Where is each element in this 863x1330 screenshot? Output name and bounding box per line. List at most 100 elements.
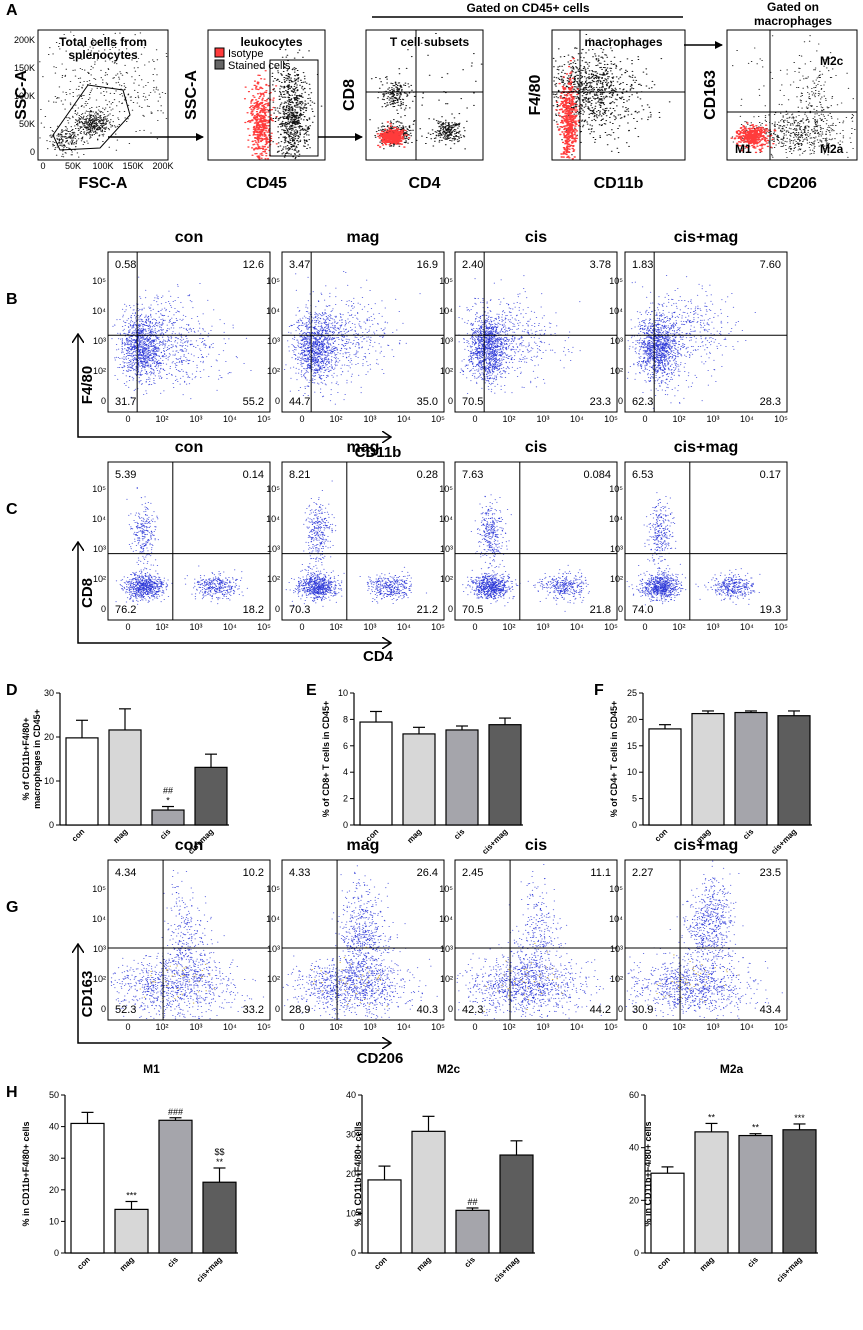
legend-isotype-swatch — [214, 47, 225, 58]
c-plot-mag: mag 8.21 0.28 70.3 21.2 0 0 10² 10² 10³ 10³ 10⁴ 10⁴ 1… — [266, 439, 445, 632]
bar-cis+mag — [777, 715, 811, 826]
scatter-events — [626, 492, 761, 606]
plot-frame — [624, 251, 788, 413]
legend-isotype-label: Isotype — [228, 48, 263, 60]
x-tick-label: mag — [118, 1255, 136, 1273]
x-tick-label: con — [70, 827, 87, 844]
x-tick-label: 10³ — [189, 414, 202, 424]
y-tick-label: 10³ — [610, 944, 623, 954]
chart-h-m1: H M1 0 10 20 30 40 50 con mag *** cis ### cis+mag $$**… — [6, 1062, 238, 1284]
quadrant-lower-left: 74.0 — [632, 604, 653, 616]
scatter-events — [458, 275, 581, 394]
y-axis-label: F4/80 — [79, 366, 96, 404]
x-tick-label: 0 — [299, 414, 304, 424]
x-tick-label: 10⁵ — [257, 622, 271, 632]
y-tick-label: 0 — [49, 820, 54, 830]
scatter-events — [110, 870, 265, 1020]
g-plot-cis+mag: cis+mag 2.27 23.5 30.9 43.4 0 0 10² 10² 10³ 10³ 10⁴… — [609, 837, 788, 1032]
x-tick-label: 10³ — [706, 622, 719, 632]
quadrant-lower-left: 70.5 — [462, 604, 483, 616]
significance-mark: ## — [163, 786, 173, 796]
scatter-events — [462, 494, 591, 612]
plot-frame — [207, 29, 326, 161]
quadrant-lower-left: 76.2 — [115, 604, 136, 616]
x-tick-label: cis — [746, 1255, 761, 1270]
quadrant-lower-left: 28.9 — [289, 1004, 310, 1016]
x-tick-label: 10⁵ — [604, 414, 618, 424]
x-tick-label: 10⁴ — [570, 414, 584, 424]
x-tick-label: 10⁵ — [431, 414, 445, 424]
bar-cis+mag — [202, 1181, 237, 1254]
bar-mag — [402, 733, 436, 826]
bar-mag — [694, 1131, 729, 1254]
chart-title: M2a — [720, 1062, 744, 1076]
legend-stained-label: Stained cells — [228, 60, 291, 72]
gate-rect — [269, 59, 319, 157]
y-tick-label: 10 — [49, 1216, 59, 1226]
y-tick-label: 0 — [54, 1248, 59, 1258]
x-tick-label: 100K — [92, 161, 113, 171]
x-tick-label: 10³ — [189, 622, 202, 632]
legend-stained-swatch — [214, 59, 225, 70]
y-tick-label: 40 — [49, 1122, 59, 1132]
y-tick-label: 10⁵ — [609, 484, 623, 494]
chart-h-m2c: M2c 0 10 20 30 40 con mag cis ## cis+mag % in CD11b… — [346, 1062, 535, 1284]
y-axis-label: SSC-A — [13, 70, 30, 120]
isotype-events — [376, 121, 411, 148]
y-tick-label: 0 — [448, 1004, 453, 1014]
y-tick-label: 10² — [440, 574, 453, 584]
quadrant-upper-left: 4.34 — [115, 867, 136, 879]
plot-title: macrophages — [584, 35, 662, 49]
x-tick-label: 0 — [642, 622, 647, 632]
x-tick-label: 10⁵ — [431, 1022, 445, 1032]
x-tick-label: 150K — [122, 161, 143, 171]
y-tick-label: 10⁵ — [439, 276, 453, 286]
bar-con — [648, 728, 682, 826]
y-tick-label: 10³ — [93, 944, 106, 954]
x-tick-label: 10³ — [536, 414, 549, 424]
plot-frame — [726, 29, 858, 161]
plot-frame — [281, 859, 445, 1021]
highlight-events — [311, 946, 388, 1007]
axis-arrows — [77, 335, 390, 438]
quadrant-lower-right: 35.0 — [417, 396, 438, 408]
x-axis-label: CD206 — [357, 1050, 404, 1067]
x-tick-label: 10³ — [363, 1022, 376, 1032]
y-tick-label: 10³ — [93, 544, 106, 554]
chart-h-m2a: M2a 0 20 40 60 con mag ** cis ** cis+mag *** % in CD… — [629, 1062, 818, 1284]
y-tick-label: 10² — [267, 366, 280, 376]
y-tick-label: 10⁴ — [92, 914, 106, 924]
y-tick-label: 10² — [440, 974, 453, 984]
y-tick-label: 10² — [93, 974, 106, 984]
y-tick-label: 10³ — [267, 944, 280, 954]
y-tick-label: 10³ — [267, 336, 280, 346]
bar-cis — [151, 809, 185, 826]
bar-cis+mag — [488, 724, 522, 826]
bar-cis — [738, 1134, 773, 1254]
y-tick-label: 10³ — [610, 336, 623, 346]
x-tick-label: 10² — [672, 414, 685, 424]
quadrant-upper-left: 5.39 — [115, 469, 136, 481]
y-axis-label: % in CD11b+F4/80+ cells — [643, 1121, 653, 1226]
quadrant-lower-left: 30.9 — [632, 1004, 653, 1016]
x-tick-label: 10⁴ — [740, 622, 754, 632]
y-tick-label: 0 — [618, 396, 623, 406]
plot-frame — [107, 251, 271, 413]
gated-macro-header-1: Gated on — [767, 0, 819, 14]
y-tick-label: 20 — [49, 1185, 59, 1195]
y-tick-label: 20 — [627, 714, 637, 724]
g-plot-mag: mag 4.33 26.4 28.9 40.3 0 0 10² 10² 10³ 10³ 10⁴ 10⁴ 1… — [266, 837, 445, 1032]
x-tick-label: con — [75, 1255, 92, 1272]
y-tick-label: 5 — [632, 794, 637, 804]
y-tick-label: 10² — [267, 974, 280, 984]
y-axis-label: % in CD11b+F4/80+ cells — [353, 1121, 363, 1226]
y-tick-label: 4 — [343, 767, 348, 777]
y-tick-label: 10⁴ — [609, 514, 623, 524]
scatter-events — [39, 31, 168, 158]
gate-polygon — [52, 84, 131, 151]
x-axis-label: CD206 — [767, 175, 817, 192]
x-tick-label: mag — [405, 827, 423, 845]
